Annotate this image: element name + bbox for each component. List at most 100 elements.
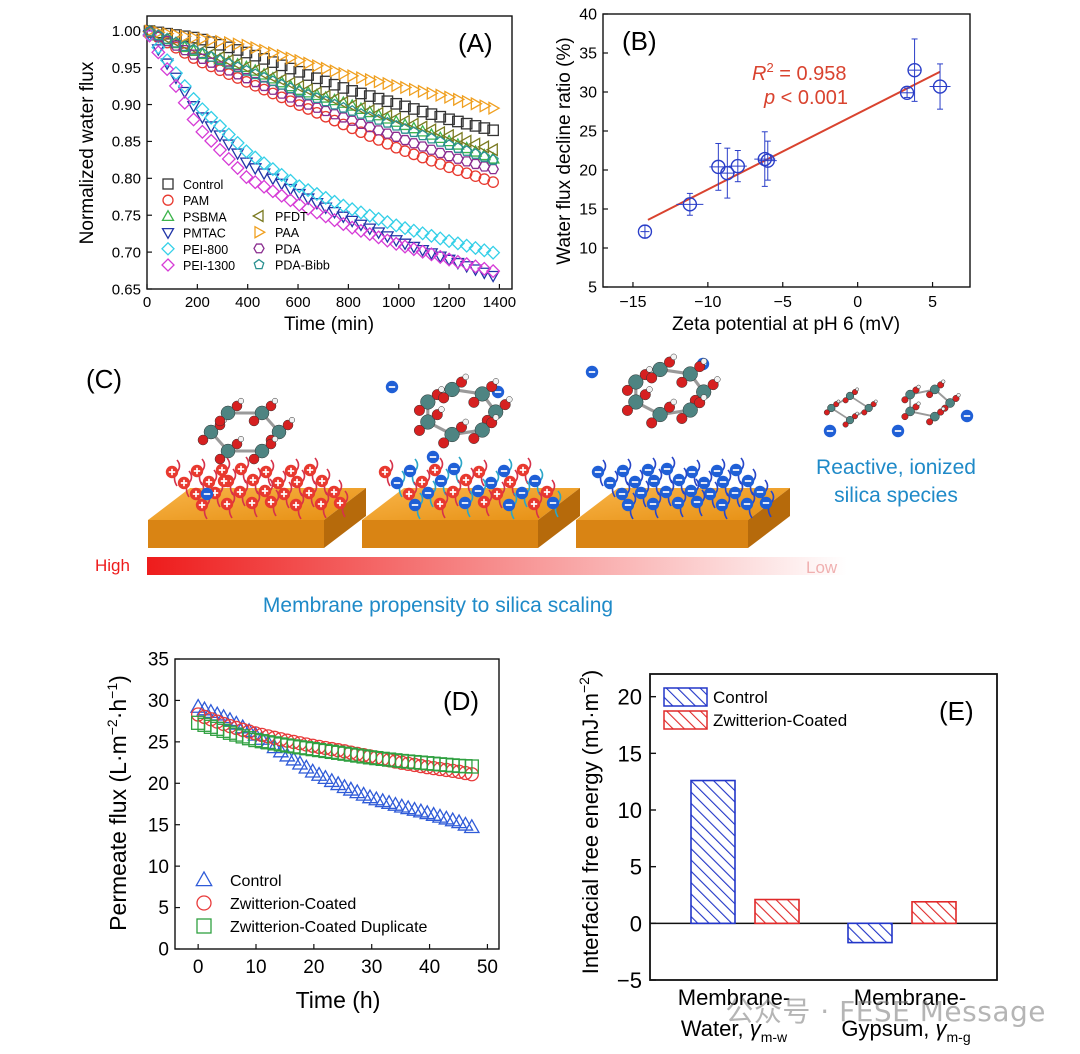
marker-control	[460, 117, 473, 130]
legend-marker	[195, 870, 213, 887]
x-tick-label: 1000	[382, 294, 415, 311]
marker-paa	[329, 64, 342, 78]
x-tick-label: 800	[336, 294, 361, 311]
marker-control	[381, 95, 394, 108]
legend-marker	[254, 225, 267, 239]
chart-d-ticks: 0 10 20 30 40 50 0 5 10 15 20 25 30 35	[148, 650, 498, 978]
y-tick-label: 1.00	[112, 23, 141, 40]
hydrogen-atom	[941, 379, 946, 384]
marker-pei-800	[265, 161, 281, 177]
chart-b: −15 −10 −5 0 5 5 10 15 20 25 30 35 40 (B) R2 = 0.958…	[554, 7, 971, 335]
marker-paa	[470, 96, 483, 111]
chart-b-r2-annotation: R2 = 0.958	[752, 60, 847, 85]
chart-b-r2-value: = 0.958	[774, 63, 847, 85]
silicon-atom	[420, 414, 436, 430]
marker-pda-bibb	[223, 57, 235, 69]
marker-pei-1300	[318, 209, 333, 224]
marker-pfdt	[424, 123, 437, 137]
silicon-atom	[845, 391, 855, 400]
y-tick-label: 35	[148, 650, 169, 671]
marker-pei-800	[300, 182, 316, 198]
fit-line	[647, 70, 941, 221]
marker-paa	[435, 88, 448, 103]
marker-paa	[206, 33, 219, 47]
y-tick-label: 15	[618, 741, 642, 766]
marker-pmtac	[486, 270, 500, 283]
oxygen-atom	[823, 409, 830, 416]
marker-pda-bibb	[249, 68, 261, 80]
legend-label: PAM	[183, 194, 209, 208]
y-tick-label: 10	[618, 798, 642, 823]
hydrogen-atom	[941, 406, 946, 411]
y-tick-label: 35	[579, 46, 597, 63]
chart-b-panel-label: (B)	[622, 26, 657, 56]
legend-marker	[253, 243, 265, 254]
oxygen-atom	[438, 392, 450, 404]
schematic-c-panel-label: (C)	[86, 364, 122, 394]
marker-pei-800	[477, 243, 492, 258]
marker-pfdt	[230, 57, 243, 71]
marker-control	[355, 87, 367, 100]
hydrogen-atom	[916, 384, 921, 389]
data-point	[757, 151, 772, 167]
hydrogen-atom	[874, 399, 878, 404]
oxygen-atom	[468, 396, 480, 408]
y-tick-label: 30	[148, 691, 169, 712]
chart-b-frame	[602, 13, 971, 288]
hydrogen-atom	[646, 366, 653, 373]
silicon-atom	[628, 374, 644, 390]
marker-pei-1300	[204, 133, 219, 149]
y-tick-label: 20	[148, 774, 169, 795]
legend-marker	[161, 241, 175, 256]
chart-e-bars	[690, 779, 957, 944]
hydrogen-atom	[237, 436, 245, 443]
silicon-atom	[864, 403, 873, 413]
chart-e-legend: Control Zwitterion-Coated	[663, 687, 847, 730]
marker-paa	[294, 53, 307, 68]
y-tick-label: 0.80	[112, 171, 141, 188]
silicon-atom	[220, 443, 236, 459]
oxygen-atom	[197, 434, 209, 446]
marker-zwitterion-coated-duplicate	[464, 759, 479, 774]
marker-pfdt	[283, 76, 296, 91]
marker-pei-800	[212, 118, 228, 134]
marker-pda-bibb	[416, 129, 429, 141]
oxygen-atom	[413, 404, 425, 416]
data-point	[637, 224, 653, 239]
hydrogen-atom	[670, 398, 677, 406]
marker-pei-1300	[344, 220, 360, 235]
marker-pei-800	[371, 211, 386, 227]
marker-pfdt	[327, 92, 340, 107]
legend-label: Zwitterion-Coated	[713, 711, 847, 730]
data-point	[907, 62, 922, 78]
marker-pda-bibb	[302, 88, 314, 100]
marker-paa	[268, 46, 281, 60]
legend-label: Control	[713, 688, 768, 707]
marker-pda-bibb	[408, 126, 420, 138]
marker-pda	[425, 144, 438, 155]
hydrogen-atom	[700, 358, 708, 365]
chart-e-panel-label: (E)	[939, 696, 974, 726]
legend-label: PFDT	[275, 210, 308, 224]
marker-paa	[179, 29, 193, 44]
y-tick-label: 30	[579, 85, 597, 102]
hydrogen-atom	[492, 414, 500, 421]
marker-pfdt	[477, 140, 490, 154]
marker-psbma	[354, 101, 368, 114]
chart-b-y-axis-label: Water flux decline ratio (%)	[554, 37, 575, 264]
surface-charges	[165, 357, 974, 520]
marker-paa	[400, 80, 413, 95]
chart-b-series	[637, 38, 951, 239]
marker-pmtac	[354, 219, 368, 232]
hydrogen-atom	[670, 353, 677, 361]
y-tick-label: 20	[579, 163, 597, 180]
marker-paa	[426, 86, 439, 101]
data-point	[682, 197, 698, 212]
chart-d-y-label-main: Permeate flux (L·m	[105, 735, 131, 931]
marker-pei-800	[353, 205, 369, 220]
hydrogen-atom	[462, 418, 469, 426]
marker-pei-1300	[424, 247, 439, 262]
marker-pda-bibb	[205, 50, 217, 62]
marker-pei-1300	[265, 184, 281, 199]
